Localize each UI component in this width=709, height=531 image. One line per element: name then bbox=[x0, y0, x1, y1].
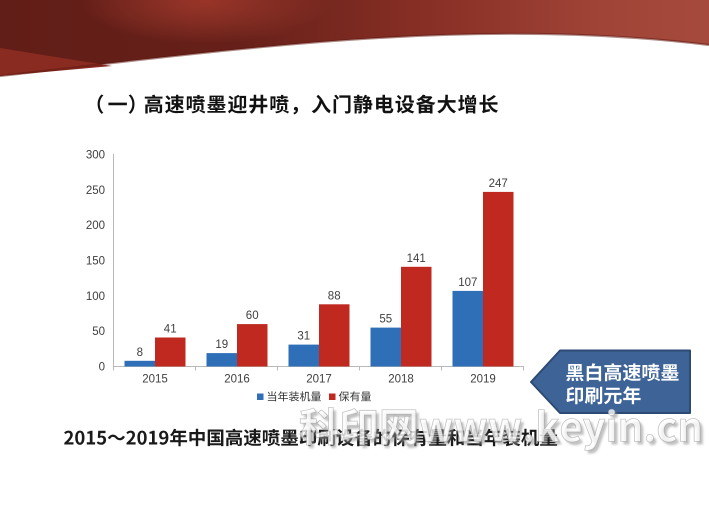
svg-text:2015: 2015 bbox=[142, 374, 168, 386]
svg-text:0: 0 bbox=[99, 362, 105, 374]
svg-text:19: 19 bbox=[215, 339, 228, 351]
svg-text:88: 88 bbox=[328, 290, 341, 302]
svg-text:2017: 2017 bbox=[306, 374, 332, 386]
svg-text:250: 250 bbox=[86, 185, 105, 197]
svg-text:100: 100 bbox=[86, 291, 105, 303]
svg-text:300: 300 bbox=[86, 149, 105, 161]
svg-text:150: 150 bbox=[86, 255, 105, 267]
svg-text:55: 55 bbox=[379, 314, 392, 326]
svg-text:60: 60 bbox=[246, 310, 259, 322]
svg-text:141: 141 bbox=[407, 253, 426, 265]
svg-text:2018: 2018 bbox=[388, 374, 414, 386]
svg-text:200: 200 bbox=[86, 220, 105, 232]
svg-text:41: 41 bbox=[164, 324, 177, 336]
svg-text:31: 31 bbox=[297, 331, 310, 343]
svg-text:8: 8 bbox=[137, 347, 143, 359]
svg-text:2016: 2016 bbox=[224, 374, 250, 386]
svg-text:2019: 2019 bbox=[470, 374, 496, 386]
svg-text:107: 107 bbox=[458, 277, 477, 289]
svg-text:247: 247 bbox=[489, 178, 508, 190]
svg-text:50: 50 bbox=[92, 326, 105, 338]
